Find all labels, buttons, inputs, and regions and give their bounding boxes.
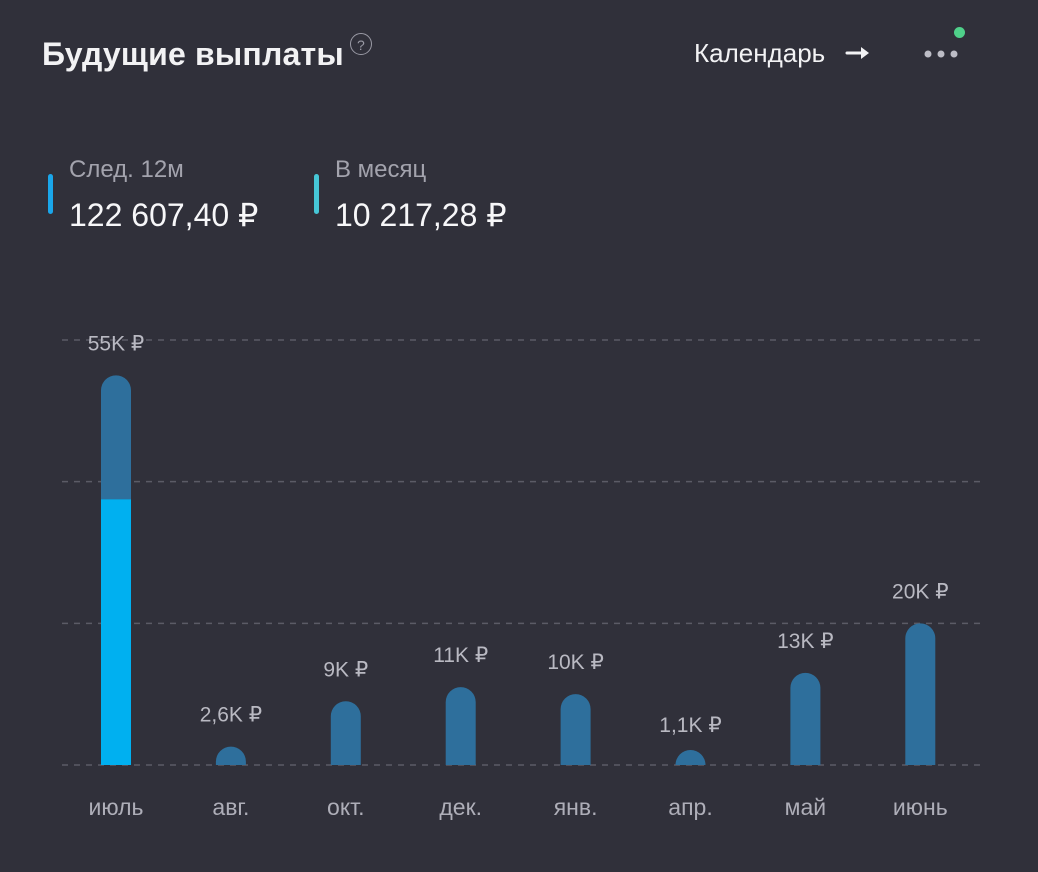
bar-дек.	[445, 687, 476, 765]
month-label: июль	[89, 794, 144, 820]
bar-value-label: 11K ₽	[433, 644, 488, 667]
bar-value-label: 9K ₽	[323, 658, 368, 681]
stat-per-month-value: 10 217,28 ₽	[335, 197, 507, 233]
stat-next-12m-value: 122 607,40 ₽	[69, 197, 259, 233]
month-label: авг.	[212, 794, 249, 820]
bar-value-label: 13K ₽	[777, 630, 834, 653]
bar-value-label: 20K ₽	[892, 580, 949, 603]
stat-next-12m-label: След. 12м	[69, 156, 184, 183]
bar-highlight-июль	[101, 499, 131, 765]
calendar-link[interactable]: Календарь	[694, 34, 871, 72]
bar-value-label: 1,1K ₽	[659, 714, 721, 737]
bar-value-label: 2,6K ₽	[200, 704, 262, 727]
help-icon[interactable]: ?	[349, 33, 372, 55]
more-options-button[interactable]	[918, 30, 966, 78]
bar-янв.	[560, 694, 591, 765]
stat-per-month-label: В месяц	[335, 156, 427, 183]
bar-июнь	[905, 623, 936, 765]
month-label: янв.	[554, 794, 598, 820]
arrow-right-icon	[845, 47, 870, 59]
bar-авг.	[215, 746, 246, 765]
stat-next-12m-marker	[48, 174, 53, 214]
bar-value-label: 55K ₽	[88, 332, 145, 355]
widget-title: Будущие выплаты	[42, 36, 344, 72]
month-label: май	[785, 794, 826, 820]
month-label: апр.	[668, 794, 712, 820]
month-label: дек.	[439, 794, 482, 820]
bar-value-label: 10K ₽	[547, 651, 604, 674]
bar-май	[790, 672, 821, 765]
month-label: июнь	[893, 794, 948, 820]
bar-апр.	[675, 750, 706, 765]
notification-dot	[954, 27, 965, 38]
stat-per-month-marker	[314, 174, 319, 214]
bar-окт.	[330, 701, 361, 765]
month-label: окт.	[327, 794, 365, 820]
calendar-label: Календарь	[694, 38, 826, 68]
more-dots-icon	[924, 50, 958, 58]
widget-header: Будущие выплаты ?	[42, 30, 372, 78]
